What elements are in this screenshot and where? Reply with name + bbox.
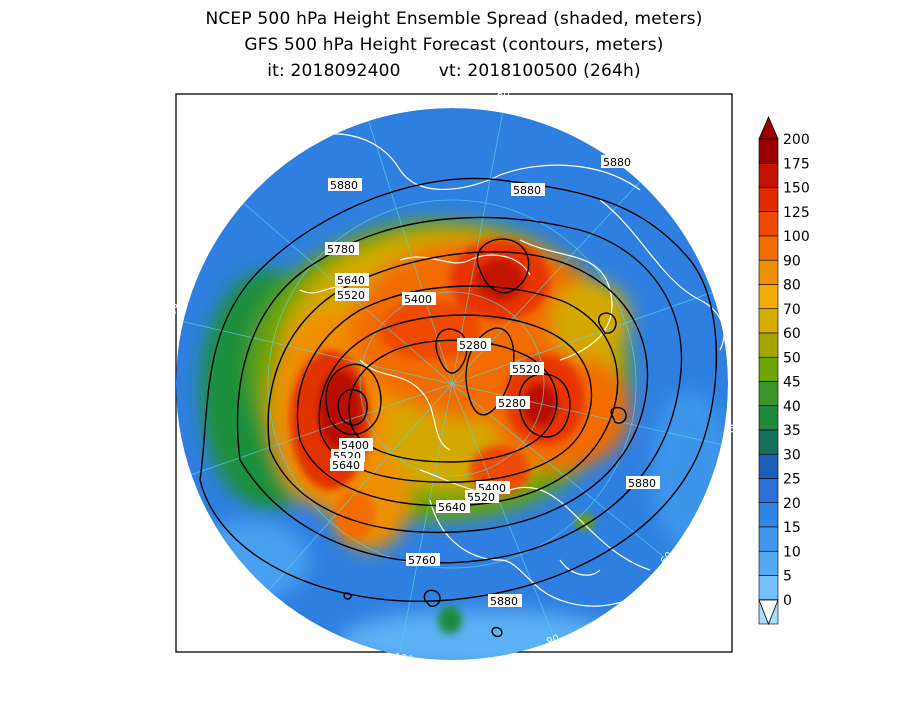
- colorbar-tick-label: 20: [783, 496, 801, 512]
- contour-label: 5400: [402, 292, 436, 306]
- lon-label: 120: [393, 652, 414, 666]
- svg-text:5520: 5520: [512, 363, 540, 376]
- lon-label: 0: [711, 269, 724, 279]
- contour-label: 5880: [328, 178, 362, 192]
- lon-label: 90: [545, 633, 561, 648]
- colorbar-swatch: [758, 235, 779, 261]
- colorbar-swatch: [758, 550, 779, 576]
- colorbar-swatch: [758, 187, 779, 213]
- colorbar-swatch: [758, 308, 779, 334]
- lon-label: 150: [166, 302, 180, 323]
- colorbar-tick-label: 150: [783, 181, 810, 197]
- svg-text:5880: 5880: [513, 184, 541, 197]
- contour-label: 5780: [325, 242, 359, 256]
- contour-label: 5280: [457, 338, 491, 352]
- graticule: [176, 108, 728, 653]
- colorbar-tick-label: 0: [783, 593, 792, 609]
- contour-label: 5400: [339, 438, 373, 452]
- colorbar-swatch: [758, 405, 779, 431]
- contour-label: 5640: [330, 458, 364, 472]
- colorbar-tick-label: 80: [783, 278, 801, 294]
- svg-text:5520: 5520: [467, 491, 495, 504]
- title-line-1: NCEP 500 hPa Height Ensemble Spread (sha…: [205, 9, 703, 29]
- svg-text:5640: 5640: [332, 459, 360, 472]
- contour-label: 5880: [511, 183, 545, 197]
- colorbar-swatch: [758, 162, 779, 188]
- svg-text:5640: 5640: [438, 501, 466, 514]
- svg-text:5880: 5880: [490, 595, 518, 608]
- colorbar-tick-label: 40: [783, 399, 801, 415]
- height-contours: [199, 177, 718, 638]
- colorbar-swatch: [758, 356, 779, 382]
- contour-label: 5520: [335, 288, 369, 302]
- colorbar-tick-label: 200: [783, 132, 810, 148]
- svg-text:5280: 5280: [459, 339, 487, 352]
- colorbar-tick-label: 100: [783, 229, 810, 245]
- colorbar-tick-label: 125: [783, 205, 810, 221]
- contour-label: 5760: [406, 553, 440, 567]
- colorbar-swatch: [758, 429, 779, 455]
- colorbar-tick-label: 70: [783, 302, 801, 318]
- valid-time-label: vt: 2018100500 (264h): [438, 61, 641, 81]
- colorbar-swatch: [758, 211, 779, 237]
- colorbar-tick-label: 50: [783, 350, 801, 366]
- svg-text:5880: 5880: [603, 156, 631, 169]
- contour-label-group: 5880 5880 5880 5780 5640 5520 5400 5280 …: [325, 155, 660, 608]
- colorbar-top-arrow: [758, 115, 779, 140]
- colorbar-swatch: [758, 259, 779, 285]
- colorbar-swatch: [758, 453, 779, 479]
- contour-label: 5640: [436, 500, 470, 514]
- colorbar-tick-label: 90: [783, 253, 801, 269]
- svg-text:5280: 5280: [498, 397, 526, 410]
- colorbar-tick-label: 5: [783, 569, 792, 585]
- colorbar-swatch: [758, 502, 779, 528]
- contour-label: 5520: [465, 490, 499, 504]
- colorbar-tick-label: 60: [783, 326, 801, 342]
- svg-text:5880: 5880: [628, 477, 656, 490]
- lon-label: 90: [347, 98, 363, 113]
- colorbar: 2001751501251009080706050454035302520151…: [758, 115, 810, 626]
- svg-text:5640: 5640: [337, 274, 365, 287]
- lon-label: 30: [726, 420, 738, 434]
- colorbar-swatch: [758, 332, 779, 358]
- colorbar-tick-label: 25: [783, 472, 801, 488]
- init-time-label: it: 2018092400: [267, 61, 401, 81]
- svg-text:5400: 5400: [341, 439, 369, 452]
- colorbar-swatch: [758, 284, 779, 310]
- colorbar-bottom-arrow: [758, 599, 779, 626]
- contour-label: 5520: [510, 362, 544, 376]
- svg-text:5400: 5400: [404, 293, 432, 306]
- contour-label: 5880: [601, 155, 635, 169]
- colorbar-tick-label: 15: [783, 520, 801, 536]
- colorbar-swatch: [758, 526, 779, 552]
- lon-label: 60: [497, 90, 510, 101]
- title-line-3: it: 2018092400 vt: 2018100500 (264h): [0, 58, 908, 84]
- colorbar-tick-label: 10: [783, 544, 801, 560]
- colorbar-swatch: [758, 138, 779, 164]
- colorbar-tick-label: 175: [783, 156, 810, 172]
- colorbar-tick-label: 35: [783, 423, 801, 439]
- svg-text:5880: 5880: [330, 179, 358, 192]
- colorbar-tick-label: 30: [783, 447, 801, 463]
- svg-text:5760: 5760: [408, 554, 436, 567]
- contour-label: 5640: [335, 273, 369, 287]
- svg-text:5780: 5780: [327, 243, 355, 256]
- colorbar-swatch: [758, 478, 779, 504]
- colorbar-swatch: [758, 575, 779, 601]
- colorbar-tick-label: 45: [783, 375, 801, 391]
- contour-label: 5280: [496, 396, 530, 410]
- contour-label: 5880: [488, 594, 522, 608]
- colorbar-swatch: [758, 381, 779, 407]
- title-line-2: GFS 500 hPa Height Forecast (contours, m…: [244, 35, 664, 55]
- contour-label: 5880: [626, 476, 660, 490]
- svg-text:5520: 5520: [337, 289, 365, 302]
